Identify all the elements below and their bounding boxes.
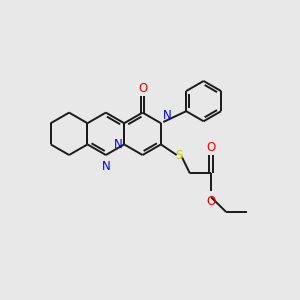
Text: O: O [138,82,147,94]
Text: S: S [176,148,183,161]
Text: N: N [114,138,123,151]
Text: O: O [206,141,216,154]
Text: N: N [162,109,171,122]
Text: N: N [101,160,110,173]
Text: O: O [206,195,216,208]
